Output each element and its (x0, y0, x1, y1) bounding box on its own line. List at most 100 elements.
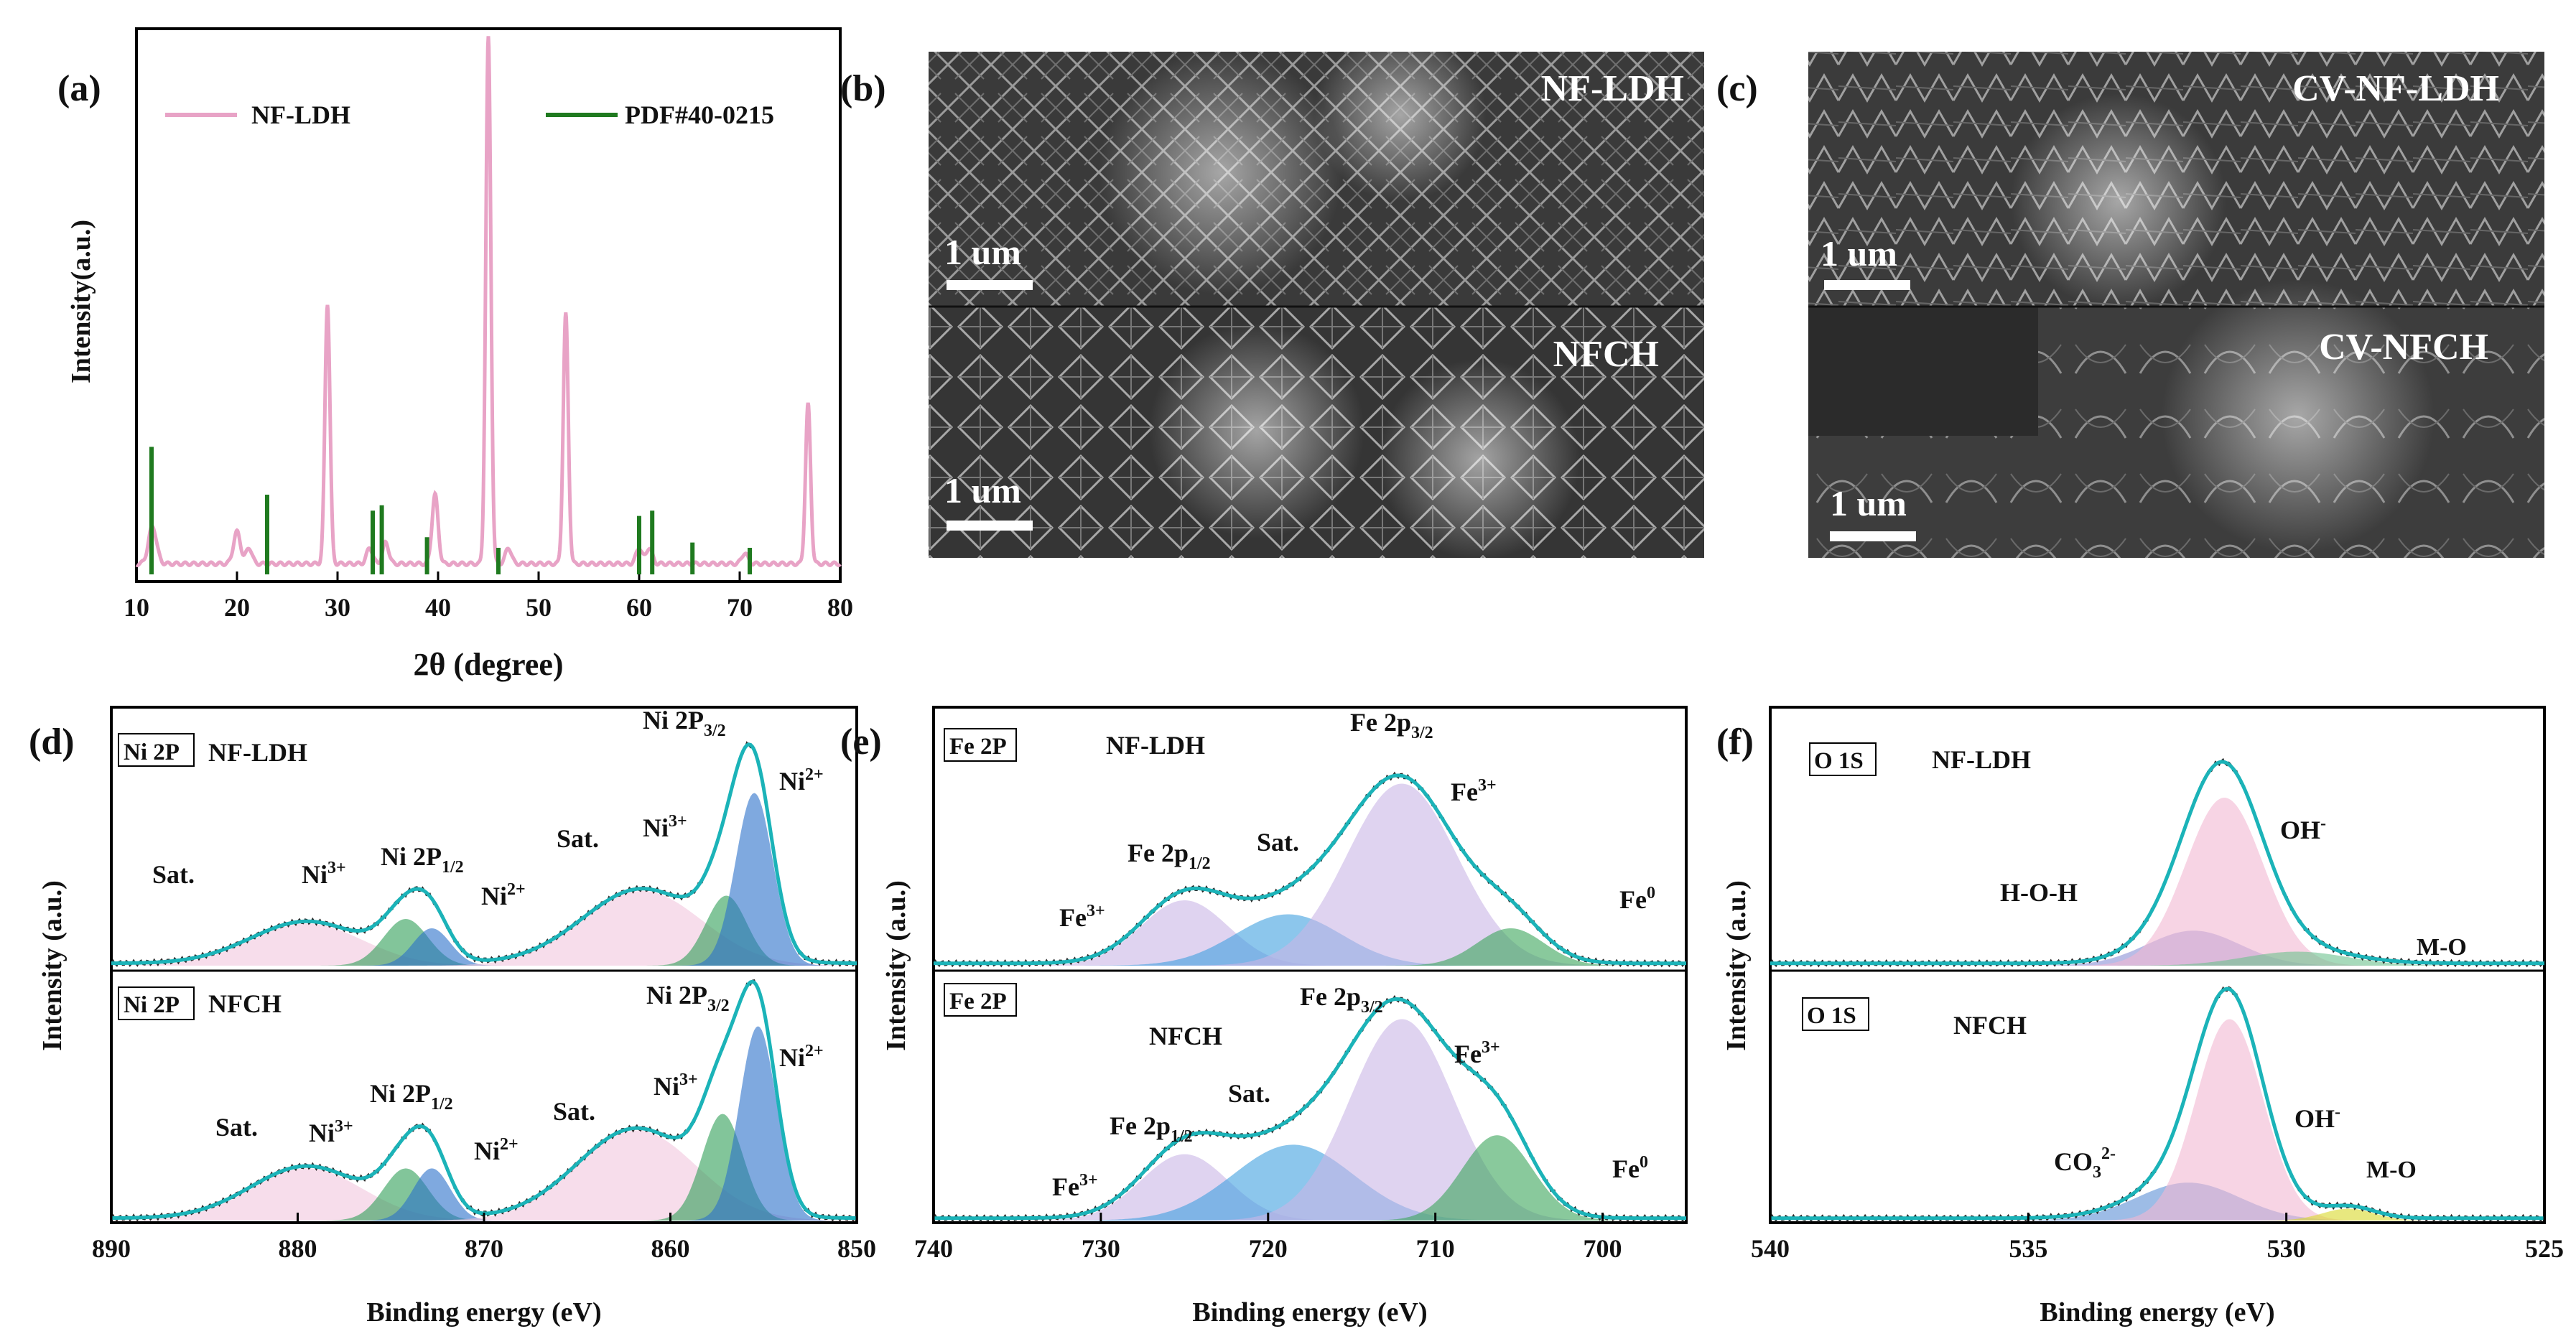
panel-f-x-ticks: 540 535 530 525 (1751, 1213, 2564, 1263)
x-tick-label: 50 (526, 593, 552, 622)
annot-ni2: Ni2+ (481, 880, 526, 910)
annot-fe3: Fe3+ (1451, 776, 1497, 806)
fit-component (111, 891, 857, 966)
panel-d: (d) 890 880 870 860 850 Intensity (a.u.) Bin… (29, 706, 876, 1328)
fit-envelope-line (1770, 760, 2544, 966)
fit-component (1770, 1208, 2544, 1221)
annot-sat: Sat. (557, 824, 599, 853)
annot-co3: CO32- (2054, 1144, 2116, 1182)
scale-bar (1830, 531, 1916, 541)
tag-box (118, 733, 195, 767)
panel-d-y-label: Intensity (a.u.) (37, 880, 68, 1051)
annot-ni2: Ni2+ (779, 1042, 824, 1072)
tag-o-1s: O 1S (1814, 748, 1864, 774)
fit-component (111, 1168, 857, 1221)
x-tick-label: 10 (124, 593, 149, 622)
panel-e-x-ticks: 740 730 720 710 700 (914, 1213, 1622, 1263)
x-tick-label: 860 (651, 1234, 690, 1263)
fit-envelope-line (1770, 986, 2544, 1221)
annot-sat: Sat. (152, 860, 195, 889)
fit-component (111, 923, 857, 966)
panel-c-label: (c) (1716, 68, 1758, 109)
annot-ni3: Ni3+ (309, 1117, 353, 1147)
x-tick-label: 700 (1584, 1234, 1622, 1263)
sem-label-cv-nfch: CV-NFCH (2319, 327, 2488, 368)
legend-label-pdf: PDF#40-0215 (625, 101, 774, 129)
x-tick-label: 20 (224, 593, 250, 622)
panel-a: (a) 10 20 30 40 50 60 70 80 NF-LDH PDF#40-0215 … (57, 27, 853, 682)
panel-a-plot-area (135, 36, 842, 574)
sem-dark-region (1808, 307, 2038, 436)
scale-bar-label: 1 um (1830, 483, 1907, 523)
tag-fe-2p: Fe 2P (949, 989, 1007, 1014)
panel-f-x-label: Binding energy (eV) (2040, 1297, 2274, 1328)
fit-envelope-line (111, 742, 857, 966)
annot-sat: Sat. (215, 1113, 258, 1142)
annot-sat: Sat. (1257, 828, 1299, 857)
sem-label-nf-ldh: NF-LDH (1541, 68, 1684, 109)
x-tick-label: 850 (837, 1234, 876, 1263)
panel-a-label: (a) (57, 68, 101, 109)
panel-e-plot-area (933, 771, 1687, 1223)
sem-label-nfch: NFCH (1553, 334, 1659, 375)
annot-ni3: Ni3+ (302, 859, 346, 889)
annot-fe-2p32: Fe 2p3/2 (1300, 982, 1383, 1017)
scale-bar-label: 1 um (944, 232, 1021, 272)
panel-a-frame (135, 27, 842, 583)
annot-ni-2p32: Ni 2P3/2 (643, 706, 726, 740)
annot-ni3: Ni3+ (654, 1070, 698, 1101)
fit-component (934, 928, 1686, 966)
annot-ni2: Ni2+ (779, 765, 824, 796)
panel-f-plot-area (1770, 757, 2545, 1223)
x-tick-label: 30 (325, 593, 350, 622)
sem-flower-cluster (1379, 359, 1580, 560)
x-tick-label: 880 (279, 1234, 317, 1263)
panel-d-plot-area (111, 741, 857, 1222)
sem-flower-cluster (1314, 29, 1487, 201)
tag-o-1s: O 1S (1807, 1003, 1856, 1029)
fit-component (1770, 951, 2544, 966)
panel-e-x-label: Binding energy (eV) (1192, 1297, 1427, 1328)
panel-d-label: (d) (29, 722, 75, 762)
fit-component (111, 895, 857, 966)
x-tick-label: 530 (2267, 1234, 2306, 1263)
scale-bar (947, 280, 1033, 290)
annot-hoh: H-O-H (2000, 878, 2078, 907)
x-tick-label: 730 (1082, 1234, 1120, 1263)
panel-d-x-label: Binding energy (eV) (366, 1297, 601, 1328)
scale-bar (1824, 280, 1910, 290)
panel-f: (f) 540 535 530 525 Intensity (a.u.) Bindin… (1716, 706, 2564, 1328)
panel-f-label: (f) (1716, 722, 1754, 762)
sample-label-nf-ldh: NF-LDH (1106, 731, 1205, 760)
annot-ni-2p32: Ni 2P3/2 (646, 981, 730, 1015)
annot-ni-2p12: Ni 2P1/2 (370, 1079, 453, 1114)
scale-bar (947, 521, 1033, 531)
annot-fe0: Fe0 (1619, 884, 1655, 914)
sem-flower-cluster (1099, 50, 1343, 294)
tag-box (1802, 997, 1869, 1031)
annot-oh: OH- (2280, 814, 2326, 844)
panel-a-x-ticks: 10 20 30 40 50 60 70 80 (124, 571, 853, 622)
annot-fe-2p12: Fe 2p1/2 (1110, 1111, 1193, 1146)
panel-e-y-label: Intensity (a.u.) (881, 880, 911, 1051)
sample-label-nf-ldh: NF-LDH (208, 738, 307, 767)
tag-fe-2p: Fe 2P (949, 734, 1007, 760)
fit-envelope-line (934, 773, 1686, 966)
tag-ni-2p: Ni 2P (124, 740, 180, 765)
scale-bar-label: 1 um (944, 470, 1021, 510)
x-tick-label: 890 (92, 1234, 131, 1263)
annot-ni2: Ni2+ (474, 1135, 519, 1165)
fit-component (111, 1026, 857, 1221)
annot-fe3: Fe3+ (1454, 1038, 1500, 1068)
panel-e: (e) 740 730 720 710 700 Intensity (a.u.) Bin… (840, 706, 1688, 1328)
x-tick-label: 740 (914, 1234, 953, 1263)
annot-oh: OH- (2294, 1103, 2340, 1133)
tag-box (118, 986, 195, 1020)
panel-b-label: (b) (840, 68, 886, 109)
xrd-series-nf-ldh (135, 36, 842, 568)
x-tick-label: 710 (1416, 1234, 1455, 1263)
panel-a-y-label: Intensity(a.u.) (66, 220, 96, 383)
annot-ni3: Ni3+ (643, 812, 687, 842)
x-tick-label: 60 (626, 593, 652, 622)
